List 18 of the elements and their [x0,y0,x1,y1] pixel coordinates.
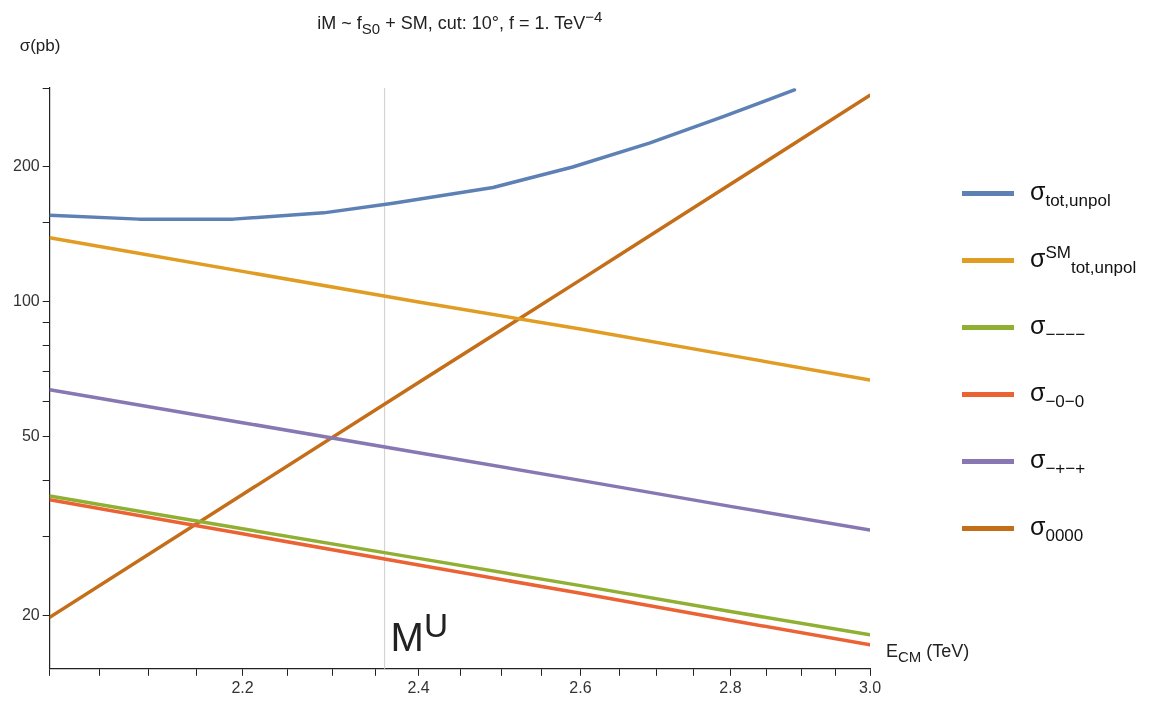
y-tick-label: 20 [21,605,40,623]
legend-label: σ$_{−+−+}$ [1030,444,1086,479]
y-tick-label: 200 [12,157,40,175]
x-tick-label: 2.6 [569,678,592,696]
x-tick-label: 2.2 [231,678,254,696]
x-axis-title: E$_{CM}$ (TeV) [886,640,970,665]
y-tick-label: 100 [12,292,40,310]
x-tick-label: 2.8 [719,678,742,696]
legend-label: σ$_{−0−0}$ [1030,377,1085,412]
chart-title: iM ~ f$_{S0}$ + SM, cut: 10°, f = 1. TeV$^{−4}$ [317,8,603,37]
legend-label: σ$_{0000}$ [1030,511,1084,546]
ref-line-label: M$^{U}$ [390,606,448,661]
y-tick-label: 50 [21,427,40,445]
y-axis-title: σ(pb) [19,36,61,56]
legend-label: σ$_{tot,unpol}$ [1030,176,1111,211]
legend-label: σ$_{−−−−}$ [1030,310,1086,345]
x-tick-label: 2.4 [407,678,430,696]
x-tick-label: 3.0 [858,678,882,696]
